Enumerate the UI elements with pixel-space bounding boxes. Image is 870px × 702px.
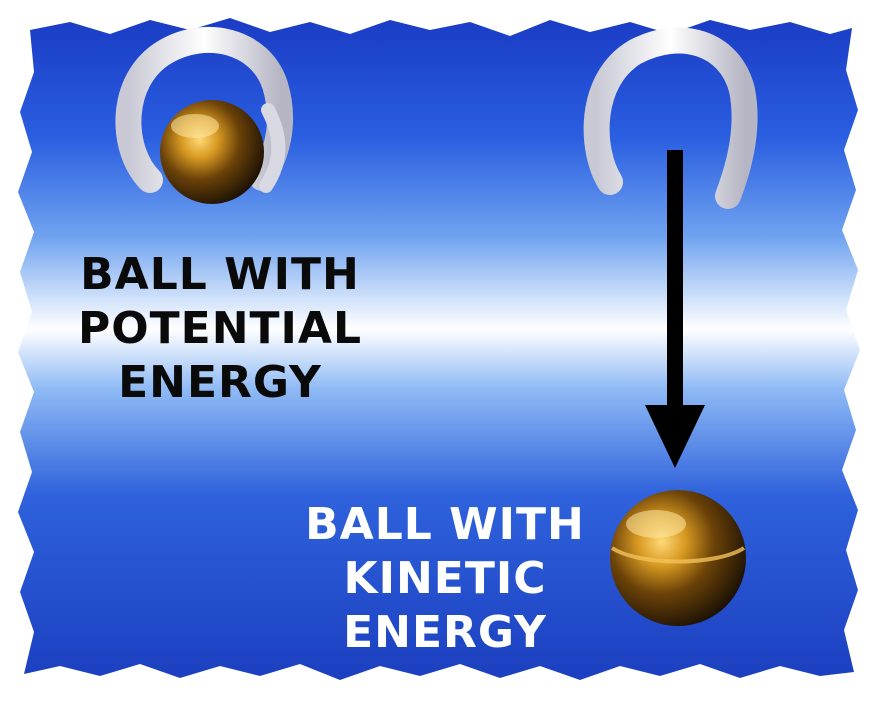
- down-arrow-icon: [645, 405, 705, 468]
- hook-icon: [583, 27, 758, 209]
- ball-rim: [610, 546, 746, 564]
- potential-label-line-2: POTENTIAL: [77, 303, 363, 354]
- ball-icon: [610, 490, 746, 626]
- ball-highlight: [626, 510, 686, 538]
- hook-lip: [259, 103, 286, 193]
- ball-icon: [160, 100, 264, 204]
- kinetic-label-line-2: KINETIC: [343, 553, 547, 604]
- potential-energy-label: BALL WITH POTENTIAL ENERGY: [50, 248, 390, 410]
- potential-label-line-1: BALL WITH: [80, 249, 360, 300]
- kinetic-label-line-3: ENERGY: [343, 607, 547, 658]
- kinetic-label-line-1: BALL WITH: [305, 499, 585, 550]
- kinetic-energy-label: BALL WITH KINETIC ENERGY: [290, 498, 600, 660]
- potential-label-line-3: ENERGY: [118, 357, 322, 408]
- ball-highlight: [171, 114, 219, 138]
